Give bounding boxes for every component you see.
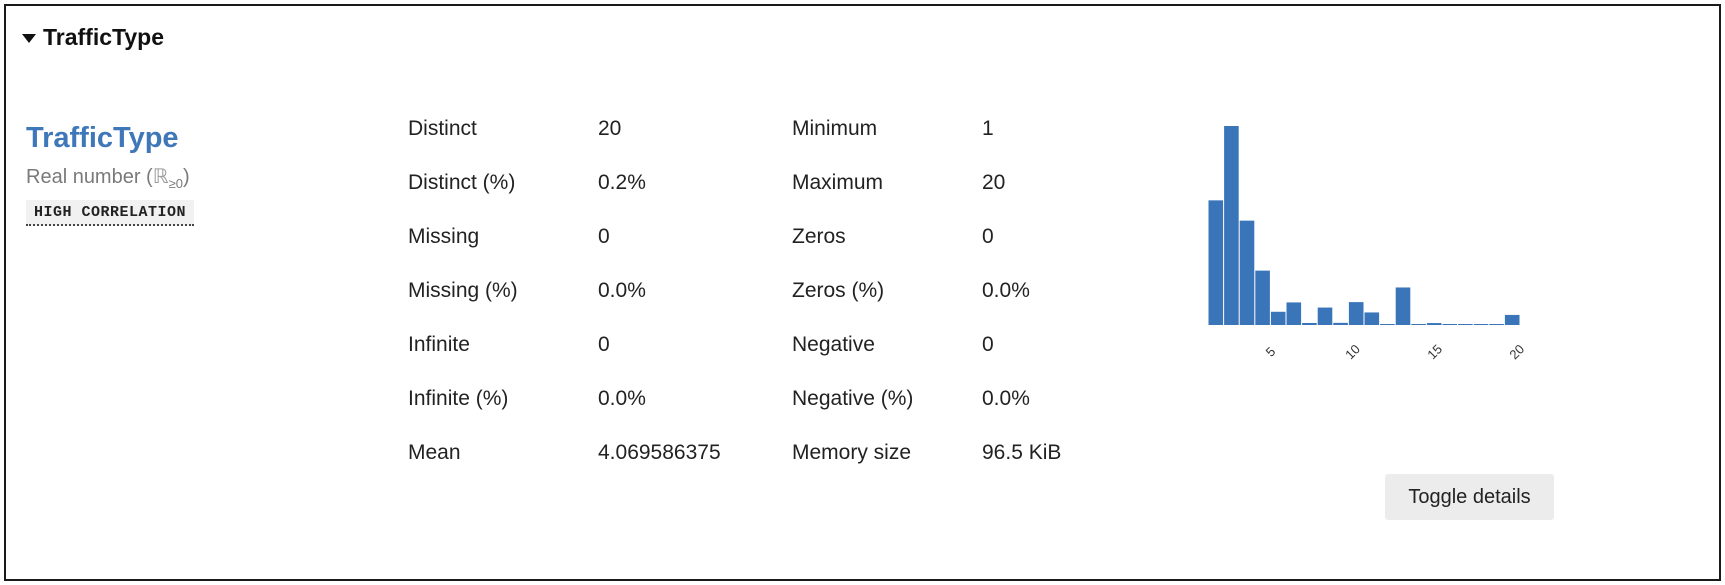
stats-table-right: Minimum 1 Maximum 20 Zeros 0 Zeros (%) 0… <box>792 102 1061 480</box>
histogram-bar[interactable] <box>1255 270 1270 325</box>
histogram-bar[interactable] <box>1239 220 1255 325</box>
histogram-bar[interactable] <box>1380 324 1395 325</box>
stat-value: 96.5 KiB <box>982 441 1062 464</box>
histogram-bar[interactable] <box>1208 200 1224 325</box>
stat-value: 20 <box>982 171 1006 194</box>
x-tick-label: 20 <box>1506 341 1527 362</box>
variable-type-label: Real number ( <box>26 166 153 188</box>
stat-label: Missing (%) <box>408 279 518 302</box>
variable-name-link[interactable]: TrafficType <box>26 122 179 154</box>
histogram-bar[interactable] <box>1302 322 1317 325</box>
real-number-symbol: ℝ <box>152 166 169 188</box>
stat-label: Zeros <box>792 225 846 248</box>
stat-value: 0.2% <box>598 171 646 194</box>
stat-value: 0.0% <box>598 387 646 410</box>
stat-value: 4.069586375 <box>598 441 721 464</box>
stats-table-left: Distinct 20 Distinct (%) 0.2% Missing 0 … <box>408 102 721 480</box>
x-tick-label: 15 <box>1424 341 1445 362</box>
stat-value: 0.0% <box>982 279 1030 302</box>
toggle-details-button[interactable]: Toggle details <box>1385 474 1554 520</box>
histogram-bar[interactable] <box>1411 324 1426 325</box>
stat-label: Negative (%) <box>792 387 914 410</box>
stat-label: Maximum <box>792 171 884 194</box>
stat-row-zeros-pct: Zeros (%) 0.0% <box>792 264 1061 318</box>
stat-row-negative: Negative 0 <box>792 318 1061 372</box>
stat-label: Distinct (%) <box>408 171 516 194</box>
histogram-bar[interactable] <box>1270 311 1286 325</box>
stat-row-zeros: Zeros 0 <box>792 210 1061 264</box>
x-tick-label: 5 <box>1263 344 1279 360</box>
high-correlation-badge[interactable]: HIGH CORRELATION <box>26 200 195 226</box>
stat-label: Mean <box>408 441 461 464</box>
stat-row-memory-size: Memory size 96.5 KiB <box>792 426 1061 480</box>
histogram-bar[interactable] <box>1504 314 1520 325</box>
stat-label: Negative <box>792 333 875 356</box>
stat-label: Zeros (%) <box>792 279 885 302</box>
variable-type: Real number (ℝ≥0) <box>26 164 190 191</box>
stat-row-minimum: Minimum 1 <box>792 102 1061 156</box>
histogram-bar[interactable] <box>1364 312 1380 325</box>
stat-row-infinite-pct: Infinite (%) 0.0% <box>408 372 721 426</box>
x-tick-label: 10 <box>1342 341 1363 362</box>
stat-label: Infinite <box>408 333 470 356</box>
section-title: TrafficType <box>43 23 164 50</box>
stat-value: 0.0% <box>598 279 646 302</box>
stat-row-mean: Mean 4.069586375 <box>408 426 721 480</box>
caret-down-icon[interactable] <box>22 33 36 43</box>
stat-row-distinct-pct: Distinct (%) 0.2% <box>408 156 721 210</box>
stat-label: Missing <box>408 225 480 248</box>
stat-label: Memory size <box>792 441 912 464</box>
histogram-chart[interactable]: 5 10 15 20 <box>1184 106 1544 376</box>
stat-row-missing-pct: Missing (%) 0.0% <box>408 264 721 318</box>
histogram-bar[interactable] <box>1426 323 1442 325</box>
type-subscript: ≥0 <box>168 176 183 191</box>
stat-label: Minimum <box>792 117 878 140</box>
histogram-bar[interactable] <box>1286 302 1302 325</box>
histogram-bar[interactable] <box>1333 322 1348 325</box>
histogram-bar[interactable] <box>1348 302 1364 325</box>
stat-value: 0 <box>982 225 994 248</box>
histogram-bar[interactable] <box>1489 324 1504 325</box>
stat-value: 0 <box>598 333 610 356</box>
stat-row-distinct: Distinct 20 <box>408 102 721 156</box>
histogram-bar[interactable] <box>1442 324 1458 325</box>
stat-row-negative-pct: Negative (%) 0.0% <box>792 372 1061 426</box>
stat-value: 0.0% <box>982 387 1030 410</box>
stat-label: Distinct <box>408 117 477 140</box>
variable-panel: TrafficType TrafficType Real number (ℝ≥0… <box>4 4 1721 581</box>
histogram-bar[interactable] <box>1473 324 1489 325</box>
stat-value: 1 <box>982 117 994 140</box>
histogram-bar[interactable] <box>1224 126 1239 325</box>
histogram-bar[interactable] <box>1395 287 1411 325</box>
variable-type-close: ) <box>182 166 190 188</box>
stat-row-maximum: Maximum 20 <box>792 156 1061 210</box>
histogram-bar[interactable] <box>1317 307 1333 325</box>
stat-row-infinite: Infinite 0 <box>408 318 721 372</box>
stat-value: 20 <box>598 117 622 140</box>
stat-value: 0 <box>598 225 610 248</box>
histogram-bar[interactable] <box>1458 324 1473 325</box>
stat-value: 0 <box>982 333 994 356</box>
stat-label: Infinite (%) <box>408 387 509 410</box>
section-header[interactable]: TrafficType <box>22 22 164 52</box>
stat-row-missing: Missing 0 <box>408 210 721 264</box>
